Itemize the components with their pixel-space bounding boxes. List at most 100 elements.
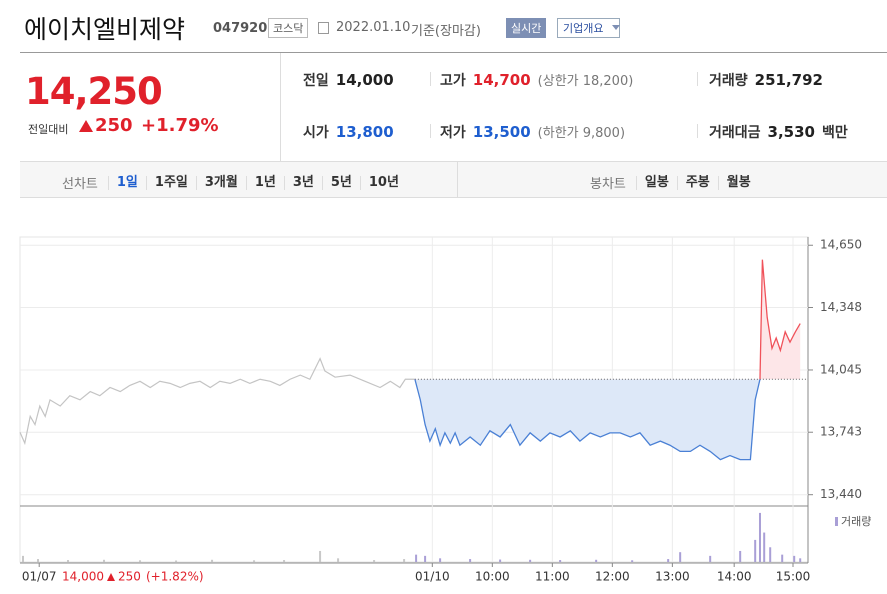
volume-bar [424,555,427,562]
volume-legend-swatch [835,517,838,526]
tab[interactable]: 일봉 [635,175,677,190]
volume-bar [739,550,742,562]
y-tick-label: 14,348 [820,300,862,314]
tab[interactable]: 월봉 [717,175,759,190]
price: 14,250 [25,70,163,113]
volume-bar [769,547,772,562]
volume-bar [559,560,562,562]
area-up [414,259,801,380]
x-tick-label: 12:00 [595,570,630,584]
tab[interactable]: 3개월 [195,175,246,190]
tab-group-label: 선차트 [62,177,98,192]
date: 2022.01.10 [336,20,411,35]
volume-bar [439,558,442,562]
tab[interactable]: 주봉 [676,175,718,190]
volume-bar [667,559,670,562]
x-tick-label: 14:00 [717,570,752,584]
volume-bar [103,559,106,562]
volume-bar [175,560,178,562]
volume-legend: 거래량 [841,515,871,528]
calendar-icon [318,22,329,34]
realtime-button[interactable]: 실시간 [506,18,547,38]
volume-bar [679,552,682,562]
stat-value: 251,792 [754,71,823,89]
stat-label: 거래대금 [709,125,761,141]
volume-bar [758,512,761,562]
volume-bar [754,539,757,562]
market-badge: 코스닥 [268,18,309,38]
footer-change: 250 [118,570,141,584]
tab[interactable]: 1일 [107,175,146,190]
y-tick-label: 14,650 [820,238,862,252]
x-tick-label: 01/10 [415,570,450,584]
footer-change-pct: (+1.82%) [146,570,204,584]
volume-bar [793,555,796,562]
stat-value: 13,500 [472,123,531,141]
stat-label: 시가 [303,125,329,141]
stat-label: 거래량 [709,73,748,89]
volume-bar [67,560,70,562]
volume-bar [799,558,802,562]
change-pct: +1.79% [141,115,219,136]
tab[interactable]: 1년 [245,175,284,190]
x-tick-label: 15:00 [776,570,811,584]
volume-bar [37,559,40,562]
volume-bar [763,532,766,562]
volume-bar [499,559,502,562]
stat-label: 저가 [440,125,466,141]
stat-label: 전일 [303,73,329,89]
company-button[interactable]: 기업개요 [557,18,621,38]
volume-bar [211,559,214,562]
tab[interactable]: 10년 [359,175,407,190]
stat-item: 고가 14,700 (상한가 18,200) [440,70,633,90]
stat-item: 저가 13,500 (하한가 9,800) [440,122,625,142]
x-tick-label: 11:00 [535,570,570,584]
stat-value: 3,530 [767,123,815,141]
candle-tabs: 봉차트 일봉 주봉 월봉 [590,173,759,192]
stat-item: 거래대금 3,530 백만 [709,122,848,142]
stat-note: (상한가 18,200) [537,74,634,89]
divider [430,124,431,138]
divider [697,72,698,86]
volume-bar [631,560,634,562]
volume-bar [709,555,712,562]
change-label: 전일대비 [28,123,69,136]
volume-bar [529,559,532,562]
footer-close: 14,000 [62,570,104,584]
change: 250 [95,115,133,136]
basis: 기준(장마감) [411,24,481,39]
volume-bar [403,559,406,562]
up-triangle [79,120,93,132]
summary-box [20,52,887,162]
volume-bar [22,555,25,562]
volume-bar [415,554,418,562]
stat-unit: 백만 [821,125,848,141]
stat-value: 14,700 [472,71,531,89]
tab[interactable]: 3년 [283,175,322,190]
stat-item: 시가 13,800 [303,122,394,142]
area-down [414,379,760,460]
tab-group-label: 봉차트 [590,177,626,192]
x-tick-label: 10:00 [475,570,510,584]
volume-bar [337,558,340,562]
divider [457,162,458,198]
volume-bar [595,559,598,562]
divider [697,124,698,138]
x-tick-label: 13:00 [655,570,690,584]
y-tick-label: 13,440 [820,487,862,501]
x-tick-label: 01/07 [22,570,57,584]
stat-note: (하한가 9,800) [537,126,626,141]
stock-name: 에이치엘비제약 [24,15,186,44]
y-tick-label: 14,045 [820,362,862,376]
volume-bar [253,560,256,562]
divider [430,72,431,86]
stat-label: 고가 [440,73,466,89]
tab[interactable]: 5년 [321,175,360,190]
footer-triangle [107,573,115,581]
tab[interactable]: 1주일 [145,175,196,190]
line-down [414,379,761,461]
y-tick-label: 13,743 [820,425,862,439]
volume-bar [781,554,784,562]
stat-item: 전일 14,000 [303,70,394,90]
